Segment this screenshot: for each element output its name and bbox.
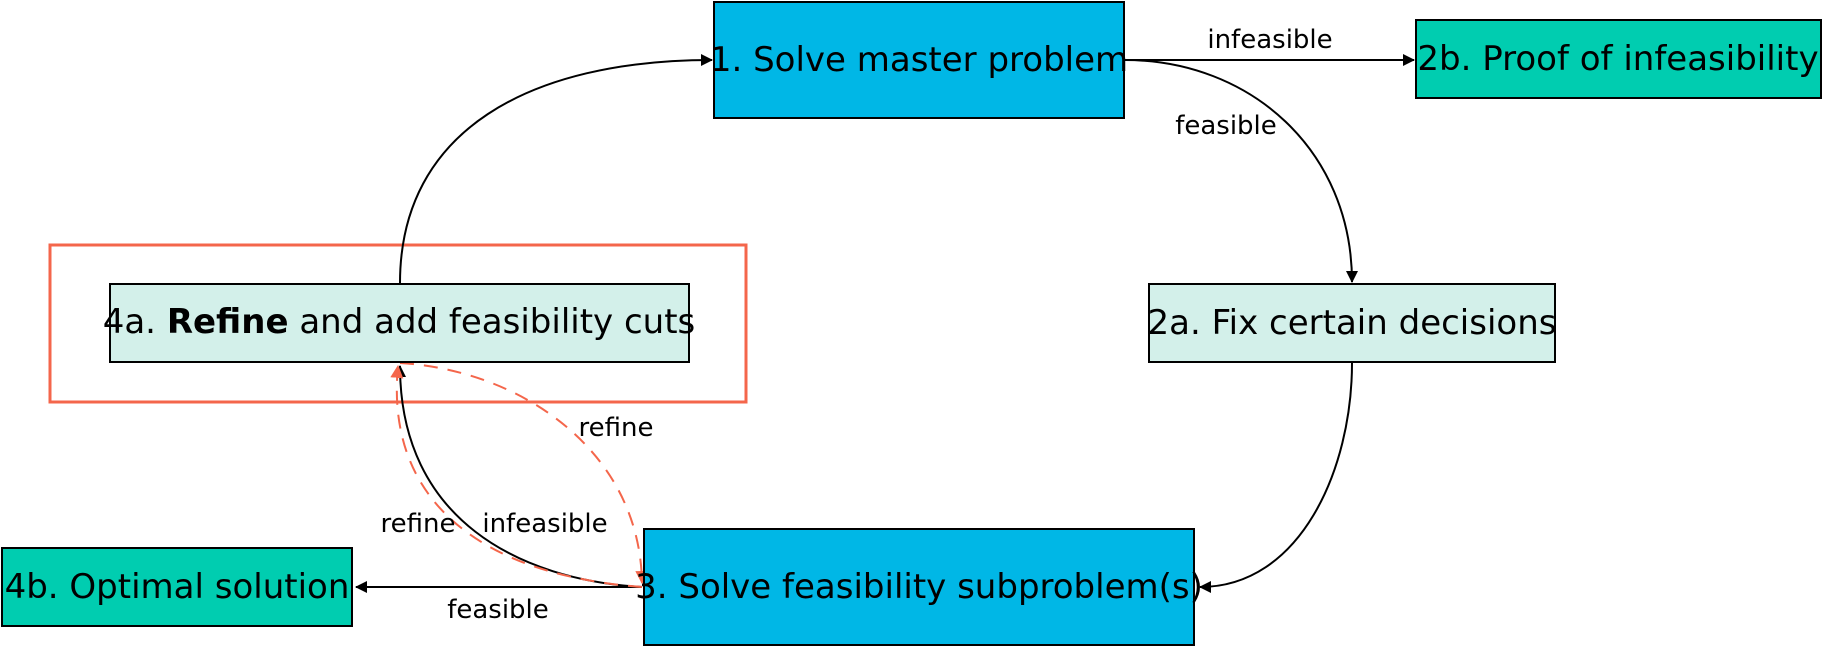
node-solve-master-label: 1. Solve master problem (710, 40, 1128, 80)
edge-fix-to-feasibility (1199, 362, 1353, 593)
edge-refine-to-master (399, 54, 713, 284)
node-optimal-solution-label: 4b. Optimal solution (5, 567, 350, 607)
node-solve-feasibility: 3. Solve feasibility subproblem(s) (635, 528, 1203, 646)
node-fix-decisions-label: 2a. Fix certain decisions (1148, 303, 1557, 343)
label-master-to-proof: infeasible (1207, 25, 1332, 55)
node-proof-infeasibility-label: 2b. Proof of infeasibility (1417, 39, 1818, 79)
node-refine-cuts-suffix: and add feasibility cuts (289, 302, 696, 342)
edge-master-to-fix (1124, 59, 1358, 283)
node-refine-cuts: 4a. Refine and add feasibility cuts (103, 283, 696, 363)
edge-feasibility-to-refine (394, 365, 643, 588)
label-feasibility-to-refine: infeasible (482, 509, 607, 539)
label-master-to-fix: feasible (1175, 111, 1277, 141)
node-proof-infeasibility: 2b. Proof of infeasibility (1415, 19, 1822, 99)
node-refine-cuts-prefix: 4a. (103, 302, 167, 342)
node-solve-master: 1. Solve master problem (710, 1, 1128, 119)
label-refine-loop-outer: refine (579, 413, 654, 443)
node-optimal-solution: 4b. Optimal solution (1, 547, 353, 627)
node-refine-cuts-label: 4a. Refine and add feasibility cuts (103, 302, 696, 342)
edge-refine-loop-inner (390, 364, 643, 588)
node-refine-cuts-bold: Refine (167, 302, 289, 342)
node-fix-decisions: 2a. Fix certain decisions (1148, 283, 1557, 363)
label-refine-loop-inner: refine (381, 509, 456, 539)
edge-refine-loop-outer (399, 362, 649, 585)
node-solve-feasibility-label: 3. Solve feasibility subproblem(s) (635, 567, 1203, 607)
label-feasibility-to-optimal: feasible (447, 595, 549, 625)
